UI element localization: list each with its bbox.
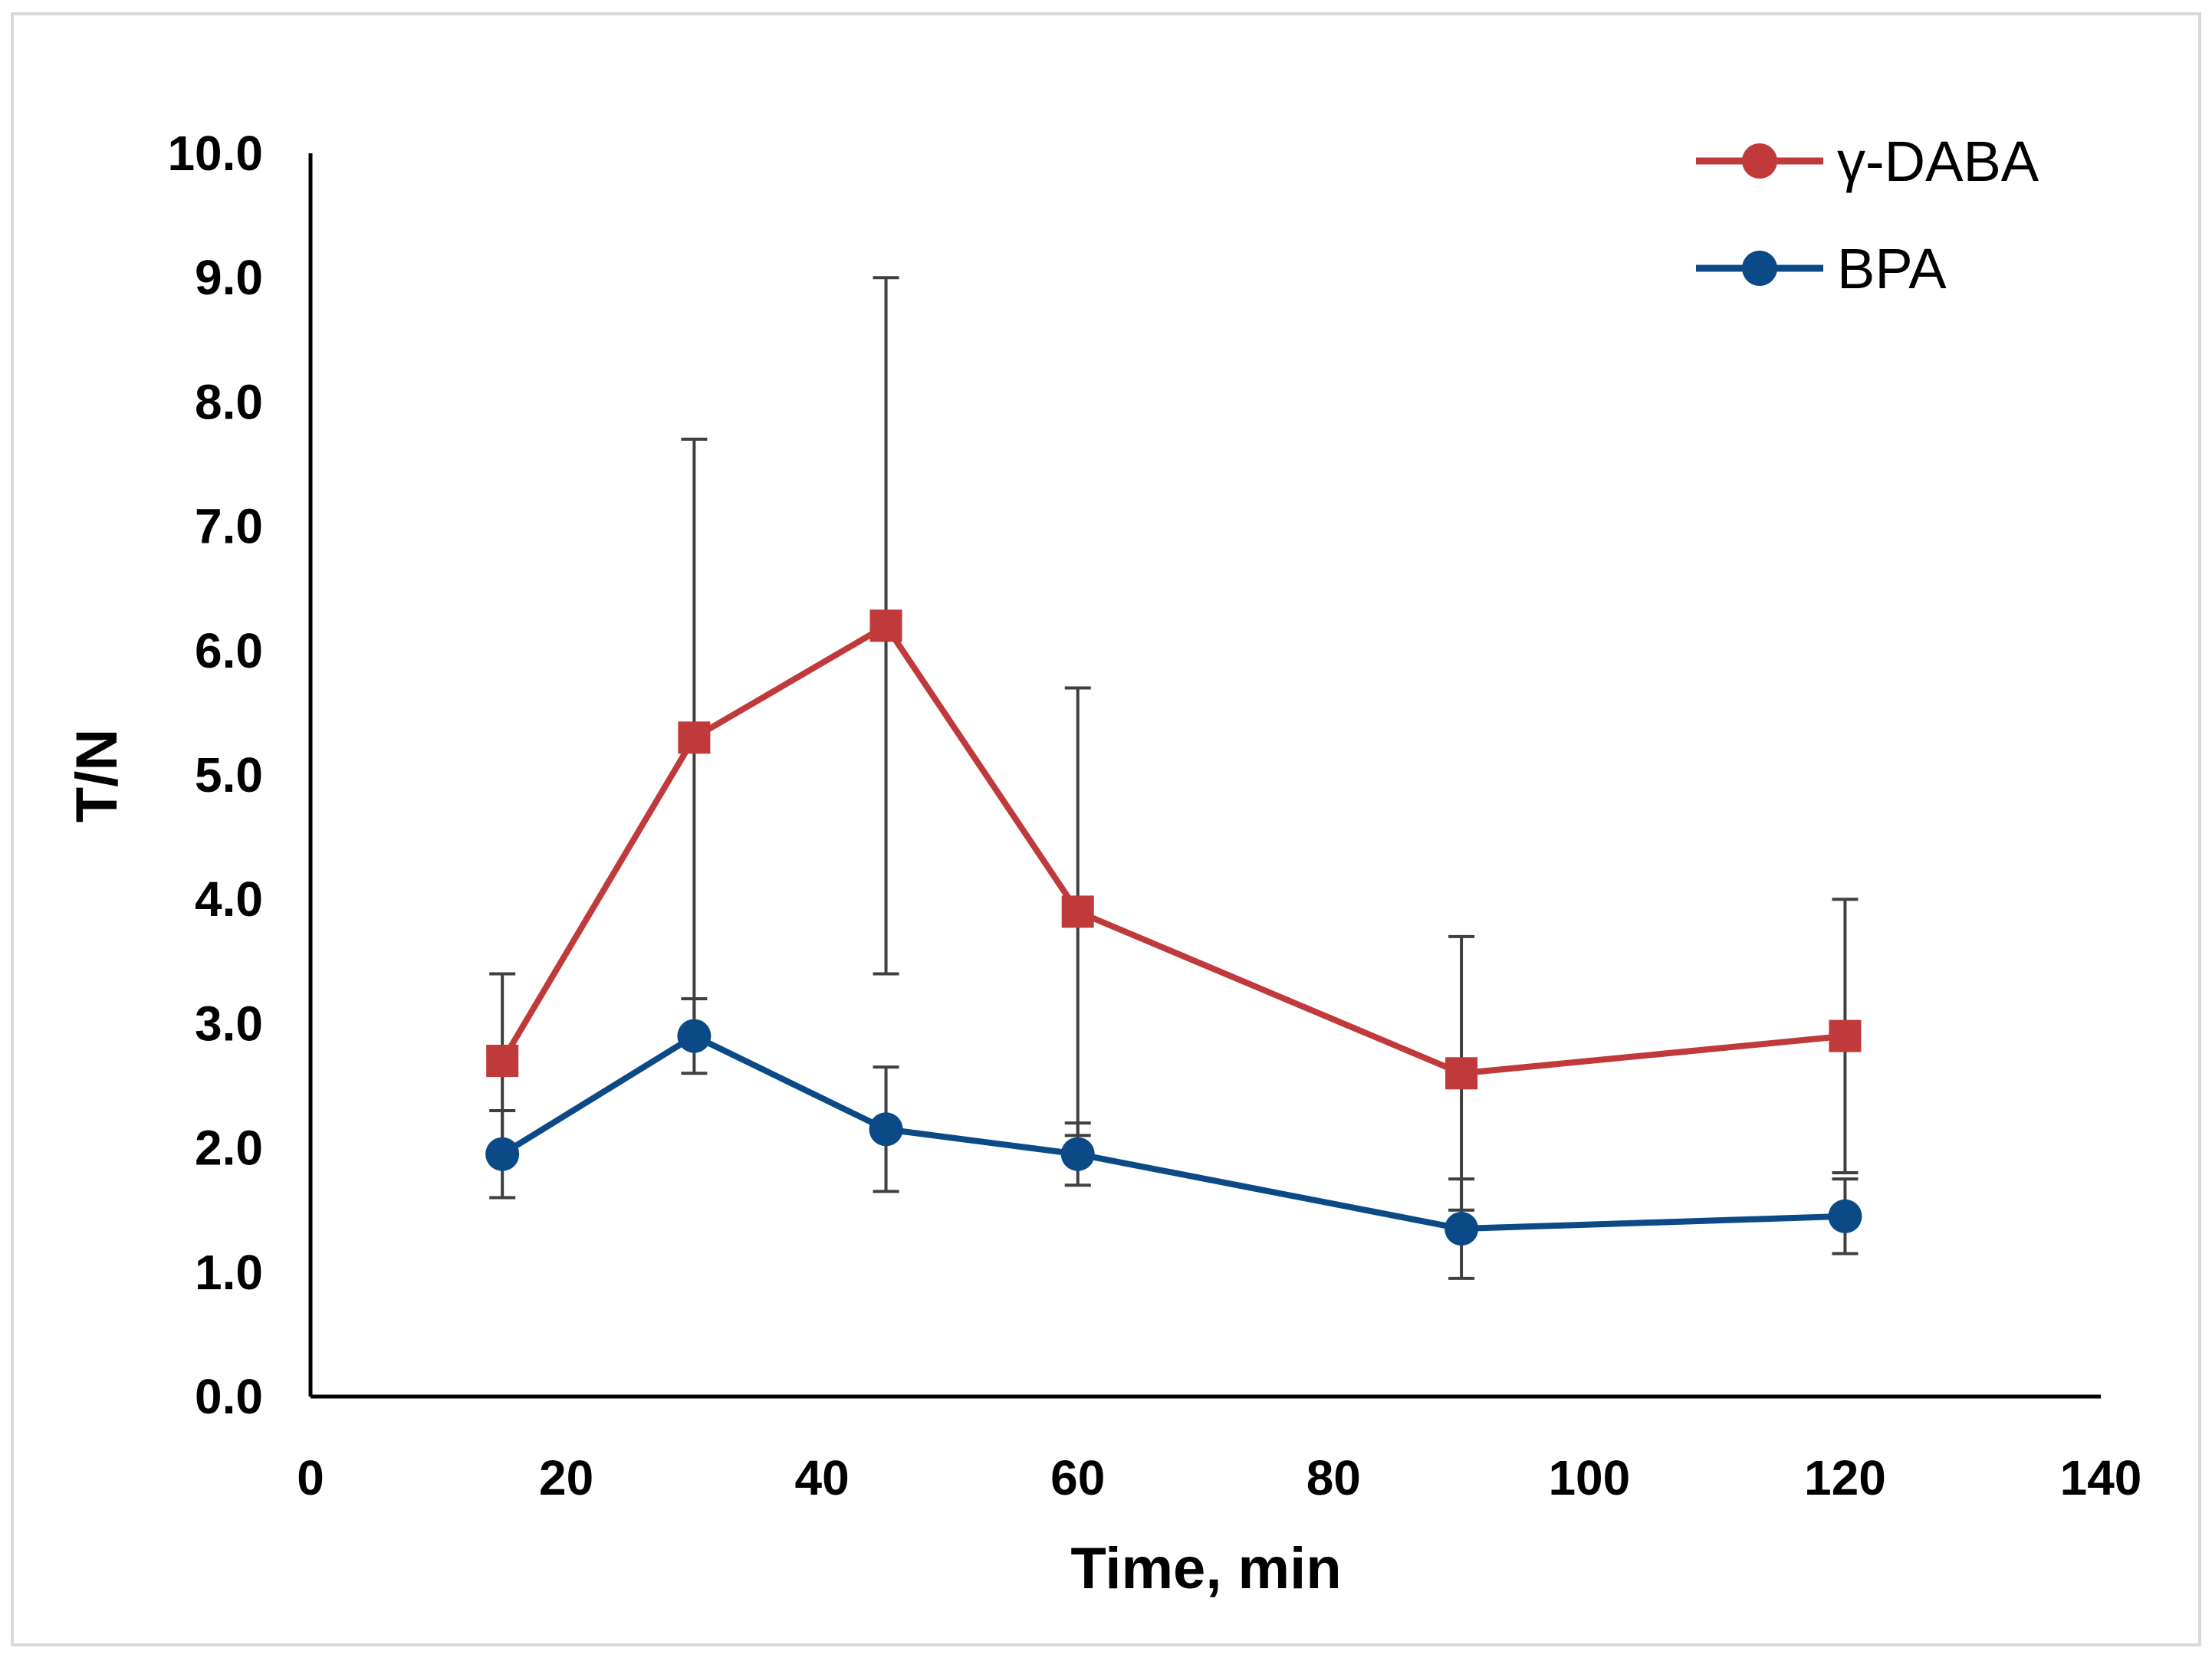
y-tick-label: 4.0 [195, 872, 263, 927]
x-tick-labels: 0 20 40 60 80 100 120 140 [297, 1450, 2141, 1505]
y-tick-label: 1.0 [195, 1245, 263, 1300]
series-markers [485, 609, 1862, 1246]
data-point-bpa [1828, 1199, 1862, 1233]
data-point-bpa [869, 1112, 903, 1147]
legend-label-bpa: BPA [1837, 237, 1947, 300]
data-point-bpa [1060, 1137, 1095, 1171]
y-tick-label: 3.0 [195, 996, 263, 1051]
y-tick-label: 2.0 [195, 1121, 263, 1176]
y-tick-label: 10.0 [167, 126, 263, 181]
x-tick-label: 0 [297, 1450, 324, 1505]
data-point-daba [1061, 895, 1094, 928]
series-lines [499, 622, 1846, 1233]
legend-item-gamma-daba: γ-DABA [1696, 130, 2039, 193]
x-tick-label: 100 [1548, 1450, 1630, 1505]
legend-swatch-marker-gamma-daba [1742, 143, 1777, 179]
data-point-bpa [1445, 1212, 1479, 1246]
data-point-daba [1829, 1019, 1862, 1052]
data-point-daba [678, 721, 711, 754]
y-tick-label: 5.0 [195, 747, 263, 803]
legend-label-gamma-daba: γ-DABA [1837, 130, 2039, 193]
axes [308, 153, 2101, 1399]
y-tick-label: 8.0 [195, 374, 263, 429]
series-line-bpa [501, 1032, 1846, 1233]
data-point-bpa [485, 1137, 520, 1171]
data-point-daba [486, 1045, 519, 1078]
y-tick-label: 0.0 [195, 1369, 263, 1424]
legend: γ-DABA BPA [1696, 130, 2039, 300]
data-point-bpa [677, 1019, 712, 1053]
y-tick-label: 9.0 [195, 250, 263, 305]
y-axis-title: T/N [64, 729, 130, 822]
x-axis-title: Time, min [1070, 1536, 1341, 1601]
data-point-daba [1445, 1057, 1478, 1090]
legend-swatch-marker-bpa [1742, 251, 1777, 286]
x-tick-label: 80 [1306, 1450, 1361, 1505]
x-tick-label: 40 [795, 1450, 850, 1505]
series-line-daba [499, 622, 1846, 1077]
y-tick-label: 7.0 [195, 499, 263, 554]
y-tick-labels: 0.0 1.0 2.0 3.0 4.0 5.0 6.0 7.0 8.0 9.0 10.0 [167, 126, 263, 1424]
chart-frame [11, 12, 2201, 1646]
data-point-daba [869, 609, 902, 642]
x-tick-label: 140 [2060, 1450, 2142, 1505]
y-tick-label: 6.0 [195, 623, 263, 678]
x-tick-label: 120 [1804, 1450, 1886, 1505]
x-tick-label: 20 [539, 1450, 593, 1505]
legend-item-bpa: BPA [1696, 237, 1947, 300]
x-tick-label: 60 [1050, 1450, 1105, 1505]
